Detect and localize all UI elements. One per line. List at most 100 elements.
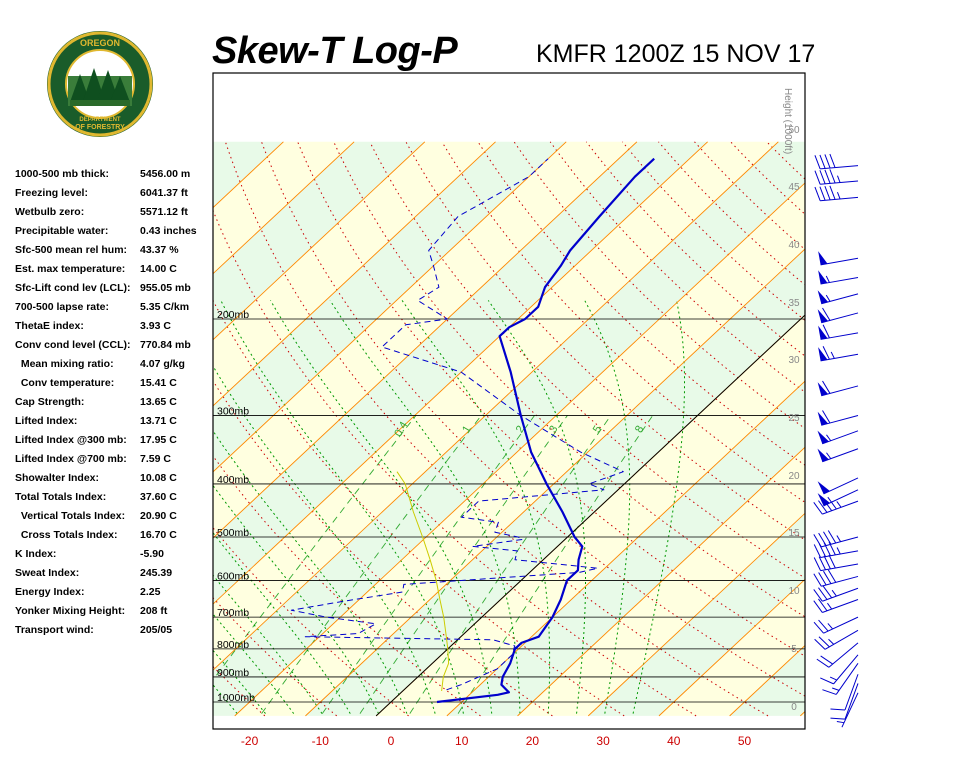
isotherm-line	[213, 141, 496, 407]
moist-adiabat	[584, 300, 631, 714]
stat-value: 5571.12 ft	[140, 206, 188, 218]
temperature-tick-label: 20	[526, 734, 540, 748]
wind-barb	[817, 448, 859, 463]
barb-full	[813, 544, 822, 558]
wind-barb	[830, 683, 859, 720]
isotherm-line	[800, 710, 805, 717]
barb-half	[836, 175, 841, 183]
barb-full	[822, 380, 831, 394]
barb-staff	[824, 629, 859, 650]
barb-full	[813, 573, 822, 587]
wind-barb	[813, 496, 859, 515]
barb-flag	[817, 448, 829, 462]
wind-barb	[818, 270, 859, 285]
barb-full	[813, 621, 824, 634]
isotherm-band	[213, 141, 805, 716]
stat-value: 0.43 inches	[140, 225, 197, 237]
stat-value: -5.90	[140, 548, 164, 560]
zero-isotherm-line	[375, 314, 805, 717]
mixing-ratio-line	[359, 415, 568, 714]
mixing-ratio-line	[409, 415, 612, 714]
stat-value: 3.93 C	[140, 320, 171, 332]
barb-half	[829, 676, 837, 681]
barb-half	[832, 687, 840, 691]
barb-full	[822, 346, 830, 360]
wind-barb	[817, 290, 859, 305]
barb-staff	[822, 587, 859, 602]
wind-barb	[817, 410, 859, 426]
barb-full	[816, 658, 830, 668]
stat-value: 4.07 g/kg	[140, 358, 185, 370]
temperature-tick-label: -20	[241, 734, 259, 748]
stat-value: 13.71 C	[140, 415, 177, 427]
barb-full	[827, 496, 837, 510]
stat-value: 7.59 C	[140, 453, 171, 465]
logo-text-department: DEPARTMENT	[79, 117, 121, 123]
wind-barb	[814, 169, 859, 185]
barb-half	[826, 434, 832, 442]
barb-flag	[817, 411, 829, 426]
pressure-label: 700mb	[217, 607, 249, 619]
barb-half	[825, 275, 830, 283]
isotherm-line	[305, 248, 805, 717]
barb-flag	[817, 481, 830, 494]
barb-full	[819, 154, 826, 169]
barb-full	[822, 689, 837, 695]
barb-full	[827, 569, 837, 583]
barb-full	[813, 600, 823, 613]
isotherm-line	[213, 141, 638, 539]
moist-adiabats	[213, 300, 685, 714]
stat-label: Conv temperature:	[15, 377, 115, 389]
mixing-ratio-lines	[213, 415, 654, 714]
temperature-tick-label: 50	[738, 734, 752, 748]
sounding-series	[290, 157, 655, 704]
barb-staff	[820, 165, 859, 170]
stat-label: Precipitable water:	[15, 225, 109, 237]
stat-value: 5.35 C/km	[140, 301, 190, 313]
barb-full	[823, 555, 831, 570]
wind-barb	[818, 324, 859, 340]
barb-full	[819, 170, 826, 185]
moist-adiabat	[213, 532, 351, 714]
mixing-ratio-line	[457, 415, 654, 714]
isotherm-line	[587, 512, 805, 717]
barb-flag	[818, 347, 828, 361]
barb-flag	[817, 309, 829, 323]
dry-adiabat	[0, 142, 121, 716]
stat-value: 17.95 C	[140, 434, 177, 446]
moist-adiabat	[401, 300, 551, 714]
stat-label: Yonker Mixing Height:	[15, 605, 126, 617]
height-axis-labels: Height (1000ft) 0 5 10 15 20 25 30 35 40 45 50	[782, 88, 800, 713]
wind-barb	[813, 598, 859, 613]
wind-barb	[820, 654, 859, 685]
pressure-label: 400mb	[217, 474, 249, 486]
mixing-ratio-label: 5	[591, 424, 604, 435]
barb-full	[823, 570, 832, 584]
mixing-ratio-line	[261, 415, 482, 714]
barb-staff	[820, 563, 859, 572]
pressure-label: 900mb	[217, 667, 249, 679]
barb-half	[836, 501, 842, 508]
barb-flag	[817, 430, 829, 444]
stat-label: 700-500 lapse rate:	[15, 301, 109, 313]
isotherm-line	[213, 141, 779, 671]
stat-value: 6041.37 ft	[140, 187, 188, 199]
isotherm-line	[517, 446, 805, 717]
barb-half	[826, 452, 832, 459]
barb-staff	[823, 489, 859, 507]
dewpoint-trace	[290, 158, 624, 691]
stat-value: 16.70 C	[140, 529, 177, 541]
plot-frame	[212, 72, 806, 730]
mixing-ratio-label: 1	[460, 424, 473, 435]
wind-barb	[813, 554, 859, 572]
moist-adiabat	[213, 684, 238, 714]
moist-adiabat	[213, 574, 323, 714]
stat-label: Est. max temperature:	[15, 263, 126, 275]
isotherm-line	[213, 141, 708, 605]
stat-value: 10.08 C	[140, 472, 177, 484]
barb-full	[822, 307, 831, 321]
stat-label: Transport wind:	[15, 624, 94, 636]
stat-label: Lifted Index:	[15, 415, 78, 427]
pressure-axis-labels: 1000mb 900mb 800mb 700mb 600mb 500mb 400mb 300m…	[217, 309, 255, 704]
barb-full	[813, 589, 823, 602]
